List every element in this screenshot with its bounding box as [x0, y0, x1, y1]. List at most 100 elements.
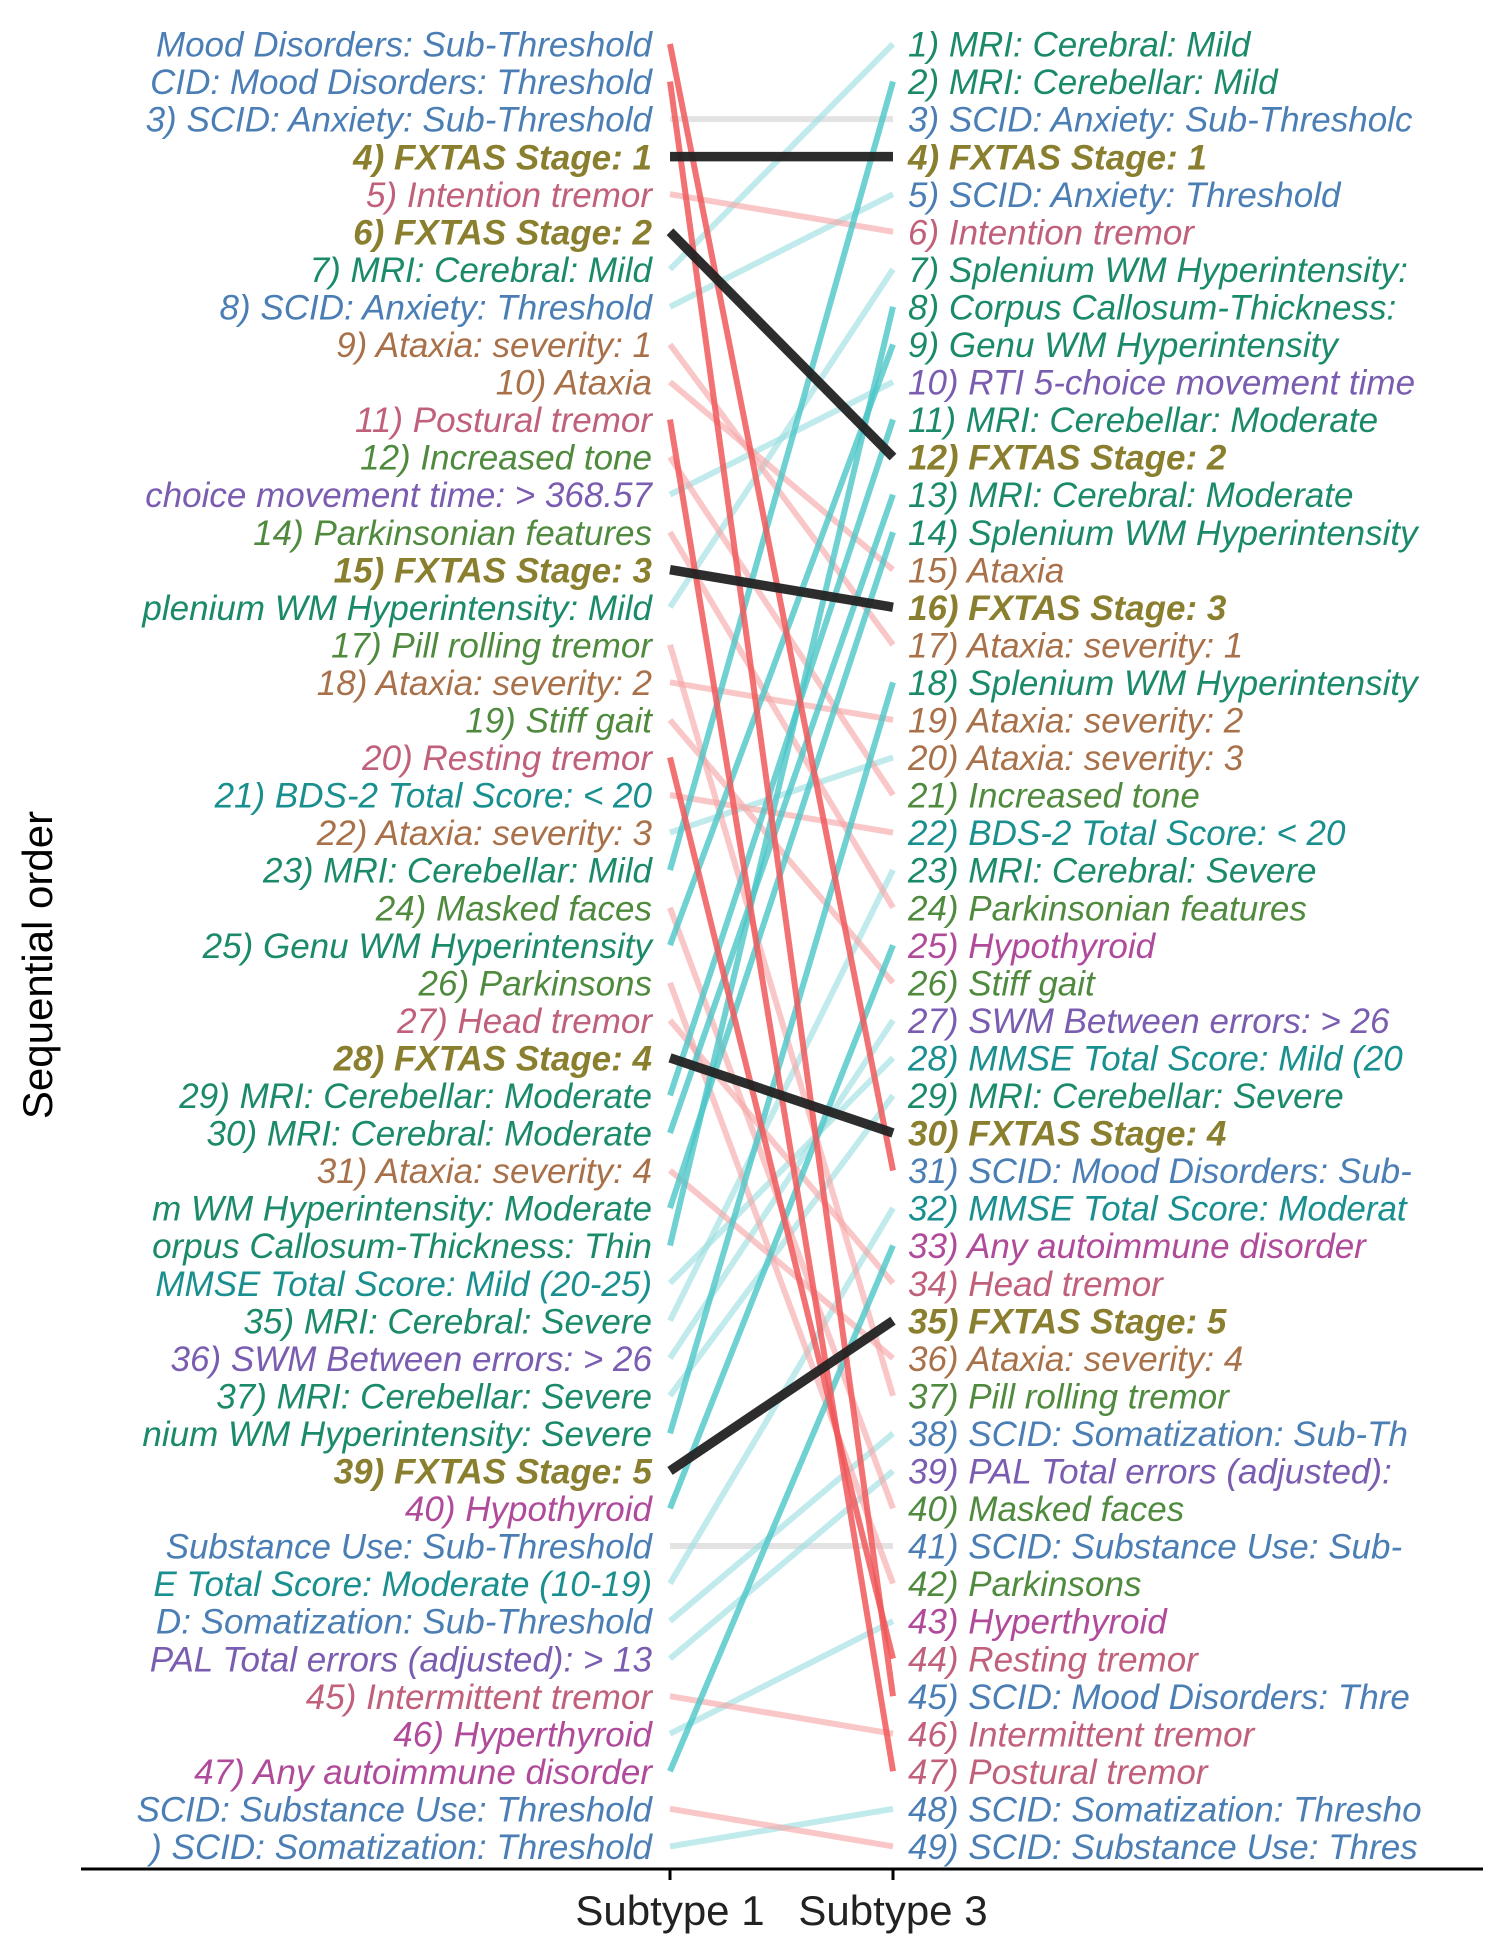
- right-label-8: 8) Corpus Callosum-Thickness:: [908, 288, 1396, 327]
- connection-line-15-16: [669, 565, 894, 612]
- left-label-31: 31) Ataxia: severity: 4: [317, 1152, 652, 1191]
- left-label-38: nium WM Hyperintensity: Severe: [142, 1415, 652, 1454]
- right-label-6: 6) Intention tremor: [908, 213, 1195, 252]
- right-label-47: 47) Postural tremor: [908, 1753, 1209, 1792]
- left-label-36: 36) SWM Between errors: > 26: [171, 1340, 653, 1379]
- connection-line-23-2: [667, 80, 896, 871]
- left-label-48: SCID: Substance Use: Threshold: [136, 1790, 653, 1829]
- left-label-10: 10) Ataxia: [496, 364, 652, 403]
- left-label-12: 12) Increased tone: [360, 439, 652, 478]
- connection-line-47-33: [667, 1244, 896, 1773]
- connection-line-27-34: [667, 1018, 896, 1286]
- connection-line-40-25: [667, 944, 896, 1510]
- left-label-6: 6) FXTAS Stage: 2: [353, 213, 652, 252]
- right-label-45: 45) SCID: Mood Disorders: Thre: [908, 1678, 1410, 1717]
- right-label-12: 12) FXTAS Stage: 2: [908, 439, 1227, 478]
- connection-line-29-11: [667, 418, 896, 1097]
- left-label-34: MMSE Total Score: Mild (20-25): [155, 1265, 652, 1304]
- right-label-2: 2) MRI: Cerebellar: Mild: [907, 63, 1279, 102]
- connection-line-43-38: [668, 1431, 895, 1624]
- right-label-19: 19) Ataxia: severity: 2: [908, 702, 1243, 741]
- right-label-41: 41) SCID: Substance Use: Sub-: [908, 1528, 1402, 1567]
- connection-line-5-6: [669, 191, 894, 235]
- left-label-27: 27) Head tremor: [396, 1002, 653, 1041]
- connection-line-14-24: [667, 530, 896, 910]
- left-label-18: 18) Ataxia: severity: 2: [317, 664, 652, 703]
- right-label-28: 28) MMSE Total Score: Mild (20: [907, 1039, 1403, 1078]
- left-label-14: 14) Parkinsonian features: [253, 514, 652, 553]
- left-label-11: 11) Postural tremor: [355, 401, 653, 440]
- left-label-15: 15) FXTAS Stage: 3: [334, 551, 653, 590]
- right-label-36: 36) Ataxia: severity: 4: [908, 1340, 1243, 1379]
- left-label-49: ) SCID: Somatization: Threshold: [146, 1828, 653, 1867]
- connection-line-12-21: [667, 455, 896, 797]
- left-label-30: 30) MRI: Cerebral: Moderate: [207, 1115, 652, 1154]
- connection-line-38-18: [667, 681, 896, 1435]
- left-label-23: 23) MRI: Cerebellar: Mild: [262, 852, 654, 891]
- connection-line-22-20: [669, 754, 894, 836]
- connection-line-16-7: [667, 267, 896, 609]
- connection-line-25-9: [667, 343, 896, 947]
- left-label-19: 19) Stiff gait: [465, 702, 653, 741]
- right-label-3: 3) SCID: Anxiety: Sub-Thresholc: [908, 101, 1413, 140]
- left-label-32: m WM Hyperintensity: Moderate: [152, 1190, 652, 1229]
- right-label-17: 17) Ataxia: severity: 1: [908, 626, 1243, 665]
- left-label-29: 29) MRI: Cerebellar: Moderate: [178, 1077, 652, 1116]
- left-label-46: 46) Hyperthyroid: [393, 1715, 653, 1754]
- left-label-41: Substance Use: Sub-Threshold: [166, 1528, 654, 1567]
- right-label-29: 29) MRI: Cerebellar: Severe: [907, 1077, 1344, 1116]
- right-label-49: 49) SCID: Substance Use: Thres: [908, 1828, 1418, 1867]
- right-label-37: 37) Pill rolling tremor: [908, 1377, 1230, 1416]
- left-label-45: 45) Intermittent tremor: [306, 1678, 654, 1717]
- connection-line-18-19: [669, 679, 894, 723]
- right-label-20: 20) Ataxia: severity: 3: [907, 739, 1244, 778]
- connection-line-19-26: [667, 717, 896, 985]
- right-label-27: 27) SWM Between errors: > 26: [907, 1002, 1390, 1041]
- left-label-16: plenium WM Hyperintensity: Mild: [141, 589, 653, 628]
- right-label-10: 10) RTI 5-choice movement time: [908, 364, 1415, 403]
- connection-line-37-29: [667, 1093, 896, 1398]
- left-label-28: 28) FXTAS Stage: 4: [333, 1039, 652, 1078]
- left-label-17: 17) Pill rolling tremor: [331, 626, 653, 665]
- x-tick-label-subtype-1: Subtype 1: [575, 1887, 764, 1934]
- left-label-9: 9) Ataxia: severity: 1: [336, 326, 652, 365]
- left-label-7: 7) MRI: Cerebral: Mild: [310, 251, 654, 290]
- left-label-24: 24) Masked faces: [375, 889, 652, 928]
- left-label-40: 40) Hypothyroid: [405, 1490, 654, 1529]
- right-label-44: 44) Resting tremor: [908, 1640, 1199, 1679]
- connection-line-46-43: [668, 1618, 895, 1737]
- right-label-42: 42) Parkinsons: [908, 1565, 1141, 1604]
- right-label-11: 11) MRI: Cerebellar: Moderate: [908, 401, 1378, 440]
- connection-line-28-30: [668, 1053, 895, 1138]
- connection-line-6-12: [666, 228, 897, 461]
- left-label-37: 37) MRI: Cerebellar: Severe: [216, 1377, 652, 1416]
- left-label-22: 22) Ataxia: severity: 3: [316, 814, 653, 853]
- connection-line-2-45: [667, 81, 896, 1697]
- left-label-3: 3) SCID: Anxiety: Sub-Threshold: [146, 101, 654, 140]
- connection-line-20-44: [667, 756, 896, 1660]
- left-label-5: 5) Intention tremor: [366, 176, 653, 215]
- left-label-35: 35) MRI: Cerebral: Severe: [244, 1302, 652, 1341]
- x-tick-label-subtype-3: Subtype 3: [798, 1887, 987, 1934]
- left-label-33: orpus Callosum-Thickness: Thin: [152, 1227, 652, 1266]
- right-label-30: 30) FXTAS Stage: 4: [908, 1115, 1226, 1154]
- right-label-15: 15) Ataxia: [908, 551, 1064, 590]
- right-label-48: 48) SCID: Somatization: Thresho: [908, 1790, 1422, 1829]
- right-label-13: 13) MRI: Cerebral: Moderate: [908, 476, 1353, 515]
- right-label-39: 39) PAL Total errors (adjusted):: [908, 1453, 1392, 1492]
- left-label-43: D: Somatization: Sub-Threshold: [156, 1603, 654, 1642]
- right-label-16: 16) FXTAS Stage: 3: [908, 589, 1227, 628]
- right-label-21: 21) Increased tone: [907, 777, 1200, 816]
- right-label-33: 33) Any autoimmune disorder: [908, 1227, 1367, 1266]
- connection-line-45-46: [669, 1693, 894, 1737]
- right-label-38: 38) SCID: Somatization: Sub-Th: [908, 1415, 1408, 1454]
- right-label-46: 46) Intermittent tremor: [908, 1715, 1256, 1754]
- left-label-39: 39) FXTAS Stage: 5: [334, 1453, 653, 1492]
- right-label-23: 23) MRI: Cerebral: Severe: [907, 852, 1316, 891]
- left-label-47: 47) Any autoimmune disorder: [194, 1753, 653, 1792]
- right-label-32: 32) MMSE Total Score: Moderat: [908, 1190, 1408, 1229]
- right-label-31: 31) SCID: Mood Disorders: Sub-: [908, 1152, 1412, 1191]
- left-label-13: choice movement time: > 368.57: [145, 476, 653, 515]
- right-label-43: 43) Hyperthyroid: [908, 1603, 1168, 1642]
